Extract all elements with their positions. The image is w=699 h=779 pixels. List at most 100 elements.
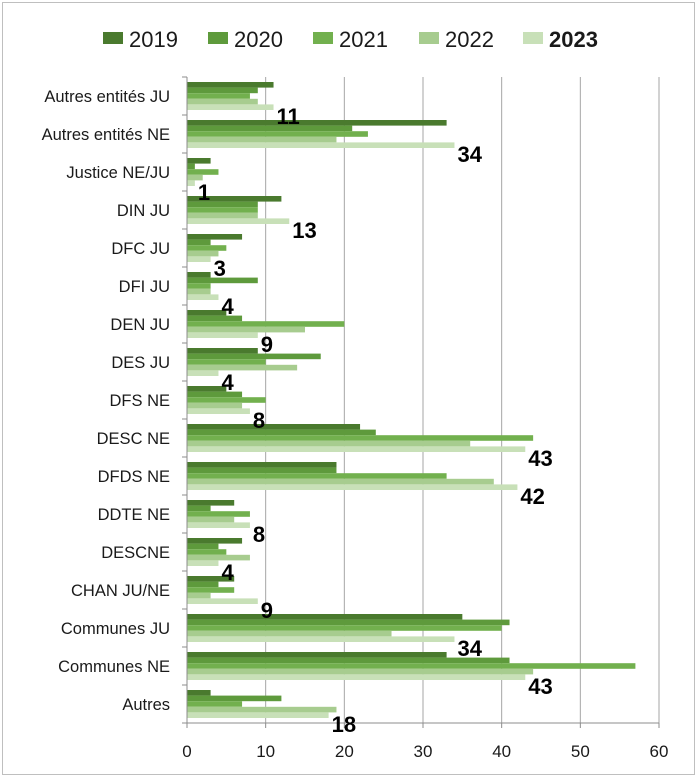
data-label: 9 <box>261 332 273 357</box>
bar-2021-7: DES JU 2021: 10 <box>187 359 266 365</box>
bar-2021-16: Autres 2021: 7 <box>187 701 243 707</box>
data-label: 11 <box>277 104 300 129</box>
legend-label-2019: 2019 <box>129 27 178 52</box>
data-label: 4 <box>221 294 234 319</box>
bar-2019-8: DFS NE 2019: 5 <box>187 386 227 392</box>
bar-2020-16: Autres 2020: 12 <box>187 695 282 702</box>
category-labels: Autres entités JU Autres entités NE Justic… <box>42 88 170 714</box>
bar-2022-12: DESCNE 2022: 8 <box>187 554 250 561</box>
bar-2023-5: DFI JU 2023: 4 <box>187 294 219 300</box>
data-label: 13 <box>292 218 316 243</box>
bar-2021-5: DFI JU 2021: 3 <box>187 283 211 289</box>
data-label: 8 <box>253 408 265 433</box>
bar-2019-16: Autres 2019: 3 <box>187 690 211 696</box>
bar-2019-9: DESC NE 2019: 22 <box>187 424 361 430</box>
bar-2022-9: DESC NE 2022: 36 <box>187 440 471 447</box>
bar-2020-2: Justice NE/JU 2020: 1 <box>187 163 195 170</box>
category-label: Communes NE <box>58 658 170 676</box>
category-label: Autres <box>122 696 170 714</box>
bar-2023-1: Autres entités NE 2023: 34 <box>187 142 455 148</box>
x-tick-label: 60 <box>650 742 669 761</box>
category-label: CHAN JU/NE <box>71 582 170 600</box>
legend-label-2023: 2023 <box>549 27 598 52</box>
category-label: DFDS NE <box>98 468 170 486</box>
data-label: 9 <box>261 598 273 623</box>
bar-2020-3: DIN JU 2020: 9 <box>187 201 258 208</box>
bar-2022-1: Autres entités NE 2022: 19 <box>187 136 337 143</box>
legend-swatch-2022 <box>419 32 439 44</box>
bar-2019-0: Autres entités JU 2019: 11 <box>187 82 274 88</box>
category-label: Communes JU <box>61 620 170 638</box>
x-tick-label: 0 <box>182 742 191 761</box>
bar-2019-4: DFC JU 2019: 7 <box>187 234 243 240</box>
bar-2023-6: DEN JU 2023: 9 <box>187 332 258 338</box>
category-label: Autres entités NE <box>42 126 170 144</box>
category-label: DES JU <box>111 354 170 372</box>
bar-2020-13: CHAN JU/NE 2020: 4 <box>187 581 219 588</box>
bar-2019-14: Communes JU 2019: 35 <box>187 614 463 620</box>
bar-2020-8: DFS NE 2020: 7 <box>187 391 243 398</box>
bar-2021-14: Communes JU 2021: 40 <box>187 625 502 631</box>
bar-2021-3: DIN JU 2021: 9 <box>187 207 258 213</box>
bar-2022-16: Autres 2022: 19 <box>187 706 337 713</box>
bar-2023-8: DFS NE 2023: 8 <box>187 408 250 414</box>
category-label: DEN JU <box>110 316 170 334</box>
bar-2023-4: DFC JU 2023: 3 <box>187 256 211 262</box>
legend-label-2022: 2022 <box>445 27 494 52</box>
bar-2023-9: DESC NE 2023: 43 <box>187 446 526 452</box>
data-label: 43 <box>528 674 552 699</box>
category-label: DESC NE <box>97 430 170 448</box>
bar-2020-7: DES JU 2020: 17 <box>187 353 321 360</box>
bar-2020-6: DEN JU 2020: 7 <box>187 315 243 322</box>
bar-2019-5: DFI JU 2019: 3 <box>187 272 211 278</box>
bar-2023-7: DES JU 2023: 4 <box>187 370 219 376</box>
x-tick-labels: 0 10 20 30 40 50 60 <box>182 742 668 761</box>
bar-2023-10: DFDS NE 2023: 42 <box>187 484 518 490</box>
bar-chart: 2019 2020 2021 2022 2023 Autres entités JU 2… <box>42 27 669 761</box>
data-label: 34 <box>457 636 482 661</box>
bar-2019-2: Justice NE/JU 2019: 3 <box>187 158 211 164</box>
bar-2021-2: Justice NE/JU 2021: 4 <box>187 169 219 175</box>
data-label: 3 <box>214 256 226 281</box>
bar-2021-8: DFS NE 2021: 10 <box>187 397 266 403</box>
category-label: Autres entités JU <box>44 88 170 106</box>
bar-2020-10: DFDS NE 2020: 19 <box>187 467 337 474</box>
bar-2022-6: DEN JU 2022: 15 <box>187 326 305 333</box>
bar-2023-14: Communes JU 2023: 34 <box>187 636 455 642</box>
bar-2022-4: DFC JU 2022: 4 <box>187 250 219 257</box>
bar-2023-11: DDTE NE 2023: 8 <box>187 522 250 528</box>
bar-2019-1: Autres entités NE 2019: 33 <box>187 120 447 126</box>
legend: 2019 2020 2021 2022 2023 <box>103 27 598 52</box>
bar-2019-13: CHAN JU/NE 2019: 6 <box>187 576 235 582</box>
bar-2022-7: DES JU 2022: 14 <box>187 364 298 371</box>
category-label: DDTE NE <box>98 506 170 524</box>
bar-2022-8: DFS NE 2022: 7 <box>187 402 243 409</box>
data-label: 4 <box>221 370 234 395</box>
bar-2021-4: DFC JU 2021: 5 <box>187 245 227 251</box>
bar-2020-9: DESC NE 2020: 24 <box>187 429 376 436</box>
x-tick-label: 50 <box>571 742 590 761</box>
data-label: 34 <box>457 142 482 167</box>
data-label: 8 <box>253 522 265 547</box>
category-label: DIN JU <box>117 202 170 220</box>
category-label: DFI JU <box>119 278 170 296</box>
bar-2023-2: Justice NE/JU 2023: 1 <box>187 180 195 186</box>
bar-2020-0: Autres entités JU 2020: 9 <box>187 87 258 94</box>
legend-swatch-2021 <box>313 32 333 44</box>
bar-2021-15: Communes NE 2021: 57 <box>187 663 636 669</box>
bar-2019-15: Communes NE 2019: 33 <box>187 652 447 658</box>
bar-2021-11: DDTE NE 2021: 8 <box>187 511 250 517</box>
category-label: DFC JU <box>111 240 170 258</box>
x-tick-label: 20 <box>335 742 354 761</box>
bar-2022-0: Autres entités JU 2022: 9 <box>187 98 258 105</box>
bar-2019-7: DES JU 2019: 9 <box>187 348 258 354</box>
x-tick-label: 30 <box>414 742 433 761</box>
bar-2022-2: Justice NE/JU 2022: 2 <box>187 174 203 181</box>
bar-2023-12: DESCNE 2023: 4 <box>187 560 219 566</box>
bar-2019-10: DFDS NE 2019: 19 <box>187 462 337 468</box>
bar-2022-15: Communes NE 2022: 44 <box>187 668 534 675</box>
bar-2022-5: DFI JU 2022: 3 <box>187 288 211 295</box>
bar-2022-10: DFDS NE 2022: 39 <box>187 478 494 485</box>
